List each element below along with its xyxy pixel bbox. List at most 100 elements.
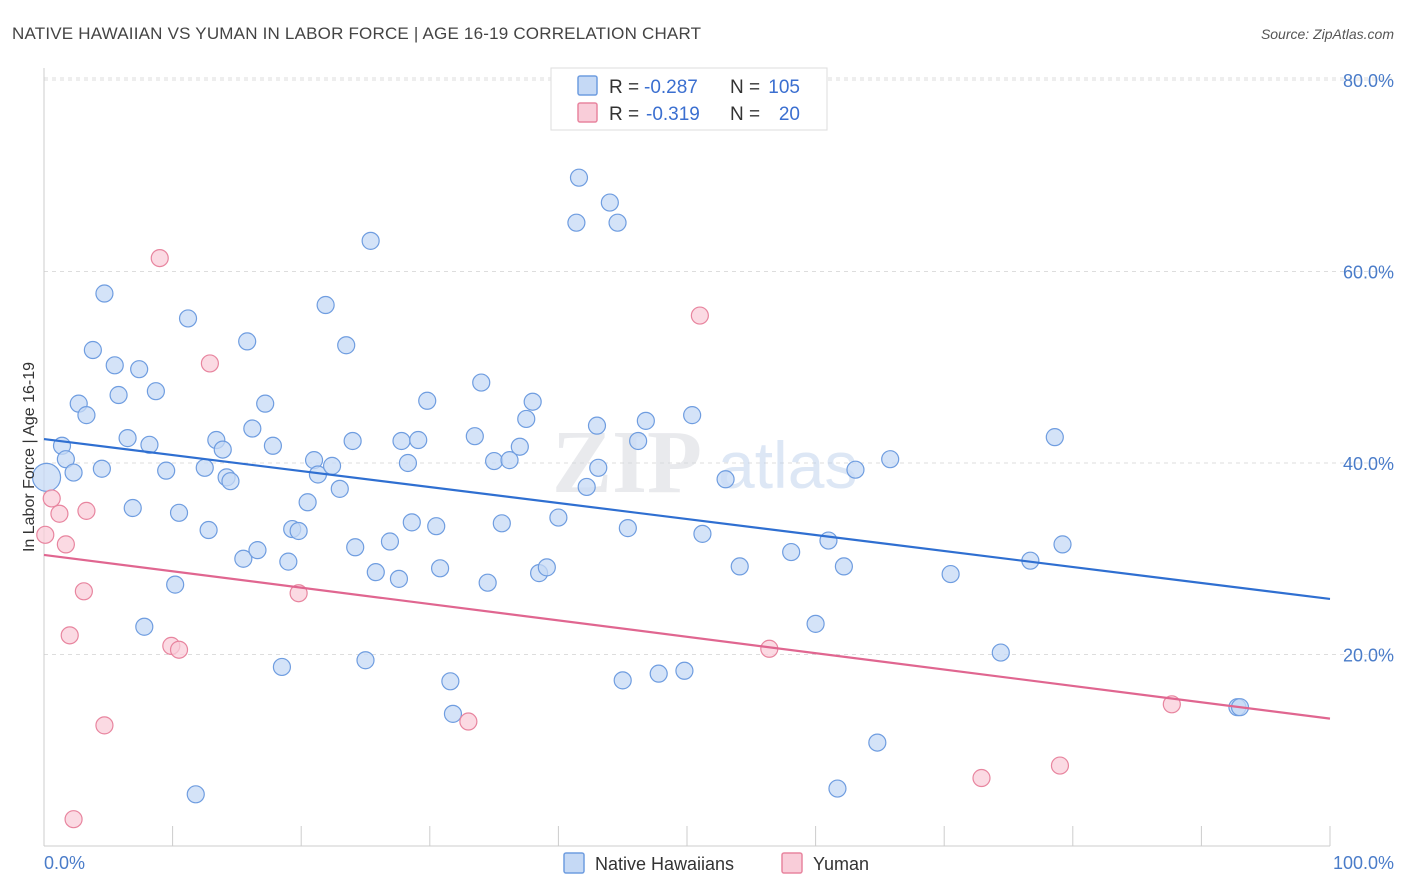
point-native-hawaiians-34 xyxy=(272,657,292,677)
point-native-hawaiians-95 xyxy=(846,460,865,479)
point-native-hawaiians-91 xyxy=(806,614,825,633)
point-native-hawaiians-5 xyxy=(77,406,96,425)
point-native-hawaiians-42 xyxy=(322,456,342,475)
point-native-hawaiians-62 xyxy=(472,373,491,392)
series-legend: Native Hawaiians Yuman xyxy=(563,852,869,874)
point-native-hawaiians-25 xyxy=(213,440,232,459)
point-yuman-4 xyxy=(60,626,79,645)
point-native-hawaiians-15 xyxy=(140,435,159,454)
point-native-hawaiians-78 xyxy=(600,193,619,212)
point-native-hawaiians-87 xyxy=(693,524,712,543)
point-native-hawaiians-7 xyxy=(92,459,111,478)
point-yuman-11 xyxy=(169,640,189,659)
legend-swatch-native-hawaiians xyxy=(563,852,585,874)
x-tick-label-min: 0.0% xyxy=(44,853,85,873)
point-native-hawaiians-47 xyxy=(356,651,375,670)
point-native-hawaiians-81 xyxy=(618,519,637,538)
point-native-hawaiians-63 xyxy=(478,573,497,592)
point-native-hawaiians-46 xyxy=(346,538,365,557)
point-native-hawaiians-9 xyxy=(105,356,124,375)
y-axis-tick-labels: 20.0% 40.0% 60.0% 80.0% xyxy=(1343,71,1394,666)
chart-title: NATIVE HAWAIIAN VS YUMAN IN LABOR FORCE … xyxy=(12,24,701,43)
point-native-hawaiians-6 xyxy=(83,340,102,360)
point-yuman-0 xyxy=(36,525,55,544)
point-native-hawaiians-28 xyxy=(234,549,253,568)
stats-legend-swatch-yuman xyxy=(577,102,598,123)
stats-legend-r-value-2: -0.319 xyxy=(646,104,700,125)
point-yuman-7 xyxy=(77,501,96,520)
point-native-hawaiians-102 xyxy=(1053,535,1072,554)
point-native-hawaiians-2 xyxy=(56,450,75,469)
point-native-hawaiians-93 xyxy=(828,779,847,798)
point-yuman-1 xyxy=(42,489,61,508)
point-native-hawaiians-74 xyxy=(569,168,589,187)
stats-legend-r-value-1: -0.287 xyxy=(644,77,698,98)
point-native-hawaiians-29 xyxy=(238,332,257,351)
y-tick-label-80: 80.0% xyxy=(1343,71,1394,91)
stats-legend-n-label-2: N = xyxy=(730,104,760,125)
point-native-hawaiians-72 xyxy=(549,508,568,527)
point-native-hawaiians-38 xyxy=(298,493,317,512)
point-native-hawaiians-16 xyxy=(146,382,165,401)
point-native-hawaiians-60 xyxy=(443,704,463,723)
stats-legend-n-value-2: 20 xyxy=(779,104,800,125)
y-tick-label-40: 40.0% xyxy=(1343,454,1394,474)
point-native-hawaiians-41 xyxy=(316,295,335,315)
watermark: ZIP atlas xyxy=(552,413,857,512)
point-native-hawaiians-31 xyxy=(248,541,267,560)
point-native-hawaiians-58 xyxy=(430,559,450,578)
point-native-hawaiians-67 xyxy=(510,437,529,456)
point-native-hawaiians-65 xyxy=(492,514,511,533)
point-native-hawaiians-97 xyxy=(881,450,900,469)
stats-legend-n-value-1: 105 xyxy=(768,77,800,98)
trend-line-native-hawaiians xyxy=(43,437,1331,601)
point-yuman-6 xyxy=(74,582,93,601)
point-native-hawaiians-18 xyxy=(166,575,185,594)
stats-legend-r-label-2: R = xyxy=(609,104,639,125)
point-native-hawaiians-61 xyxy=(465,427,484,446)
point-native-hawaiians-56 xyxy=(418,391,437,410)
x-axis-ticks xyxy=(43,826,1331,846)
point-native-hawaiians-33 xyxy=(263,436,283,455)
stats-legend-swatch-native-hawaiians xyxy=(577,75,598,96)
point-native-hawaiians-23 xyxy=(199,520,218,540)
point-native-hawaiians-76 xyxy=(587,416,607,435)
point-native-hawaiians-86 xyxy=(683,406,702,425)
point-yuman-9 xyxy=(150,248,169,268)
legend-label-native-hawaiians: Native Hawaiians xyxy=(595,854,734,874)
point-native-hawaiians-64 xyxy=(485,451,504,471)
point-native-hawaiians-90 xyxy=(782,542,801,562)
legend-swatch-yuman xyxy=(781,852,803,874)
point-yuman-17 xyxy=(972,768,991,788)
gridlines xyxy=(44,77,1394,655)
point-yuman-14 xyxy=(459,712,478,731)
watermark-zip: ZIP xyxy=(552,413,702,512)
point-native-hawaiians-44 xyxy=(337,336,356,355)
point-native-hawaiians-88 xyxy=(716,470,735,489)
point-native-hawaiians-54 xyxy=(402,513,421,532)
point-native-hawaiians-75 xyxy=(577,477,596,497)
point-native-hawaiians-69 xyxy=(523,392,542,411)
point-native-hawaiians-96 xyxy=(868,733,887,752)
point-native-hawaiians-50 xyxy=(380,532,400,551)
point-native-hawaiians-32 xyxy=(256,394,275,413)
point-native-hawaiians-3 xyxy=(64,463,83,482)
point-native-hawaiians-19 xyxy=(169,503,189,522)
point-yuman-5 xyxy=(64,810,83,829)
point-native-hawaiians-53 xyxy=(398,453,418,473)
stats-legend-n-label-1: N = xyxy=(730,77,760,98)
point-yuman-8 xyxy=(95,716,114,735)
point-native-hawaiians-77 xyxy=(589,458,608,477)
point-native-hawaiians-99 xyxy=(991,643,1010,662)
point-native-hawaiians-73 xyxy=(567,213,586,232)
point-native-hawaiians-20 xyxy=(178,309,198,328)
point-native-hawaiians-43 xyxy=(330,479,349,498)
point-native-hawaiians-37 xyxy=(289,521,308,541)
point-native-hawaiians-49 xyxy=(366,563,385,582)
point-native-hawaiians-11 xyxy=(118,429,137,448)
point-native-hawaiians-35 xyxy=(279,552,298,571)
trend-line-yuman xyxy=(43,553,1331,720)
point-native-hawaiians-22 xyxy=(195,458,214,477)
point-yuman-12 xyxy=(200,354,219,373)
